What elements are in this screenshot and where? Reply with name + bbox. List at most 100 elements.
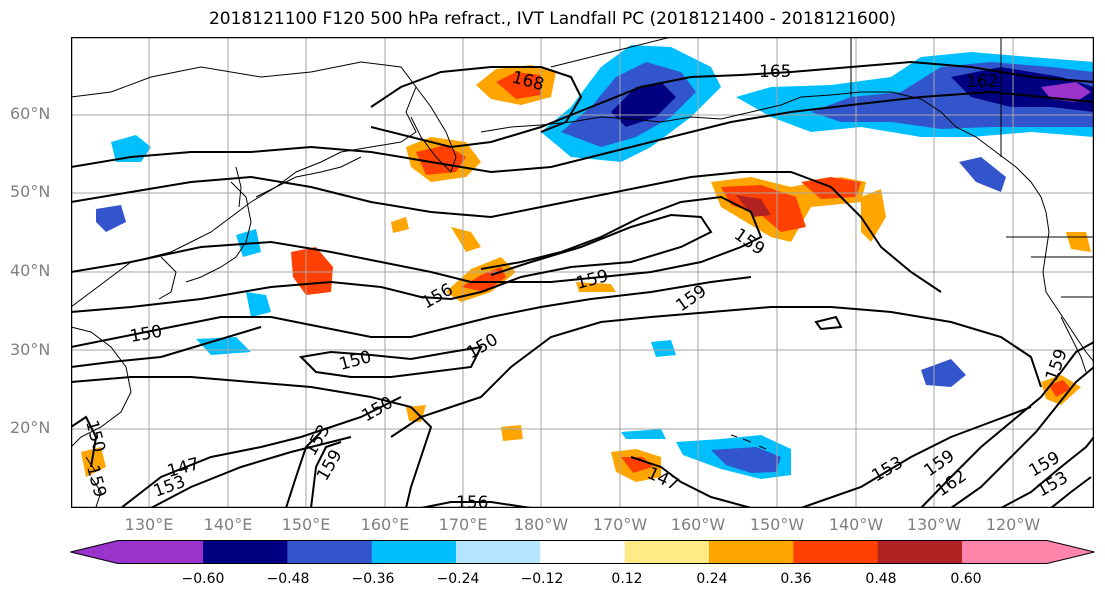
contour-147-south bbox=[630, 456, 752, 508]
positive-region-tropic-small bbox=[501, 425, 523, 441]
negative-region-subtropic-2 bbox=[651, 340, 676, 357]
colorbar-segment bbox=[371, 540, 457, 564]
positive-region-gulf-of-alaska-peak bbox=[736, 195, 771, 217]
lat-label-30n: 30°N bbox=[10, 340, 51, 359]
contour-150-south bbox=[71, 376, 433, 508]
colorbar-segment bbox=[793, 540, 879, 564]
coast-baja bbox=[1060, 316, 1087, 373]
lon-label-140e: 140°E bbox=[203, 515, 253, 534]
colorbar-extend-low bbox=[70, 540, 203, 564]
coast-china bbox=[71, 326, 132, 448]
positive-region-bering-core bbox=[496, 72, 541, 99]
contour-153-east bbox=[800, 406, 1032, 508]
colorbar-tick: 0.24 bbox=[696, 571, 728, 587]
colorbar-segment bbox=[709, 540, 794, 564]
contour-159-se bbox=[1000, 436, 1094, 508]
contour-label: 156 bbox=[456, 493, 488, 508]
contour-153-se bbox=[1050, 476, 1092, 508]
negative-region-east-subtropic-2 bbox=[621, 429, 666, 439]
map-panel: 168 165 162 159 159 159 156 150 150 150 … bbox=[71, 37, 1094, 508]
contour-150-sw bbox=[71, 415, 98, 468]
colorbar-tick: −0.12 bbox=[520, 571, 564, 587]
colorbar-segment bbox=[624, 540, 710, 564]
contour-153-south bbox=[150, 436, 352, 508]
positive-region-okhotsk-core bbox=[416, 145, 466, 175]
negative-region-east-subtropic bbox=[921, 359, 966, 387]
lat-label-50n: 50°N bbox=[10, 182, 51, 201]
lon-label-120w: 120°W bbox=[985, 515, 1041, 534]
colorbar-tick: −0.60 bbox=[181, 571, 225, 587]
contour-159-east bbox=[920, 341, 1094, 508]
colorbar-segment bbox=[456, 540, 541, 564]
colorbar-tick: 0.60 bbox=[950, 571, 982, 587]
contour-value-labels: 168 165 162 159 159 159 156 150 150 150 … bbox=[81, 62, 1072, 508]
lon-label-130w: 130°W bbox=[906, 515, 962, 534]
lon-label-150e: 150°E bbox=[281, 515, 331, 534]
positive-region-small-1 bbox=[576, 282, 616, 292]
colorbar-tick: 0.12 bbox=[611, 571, 643, 587]
lon-label-150w: 150°W bbox=[749, 515, 805, 534]
lon-label-170w: 170°W bbox=[592, 515, 648, 534]
positive-region-nw-pacific-ring bbox=[451, 227, 481, 252]
contour-162-east bbox=[950, 366, 1094, 508]
positive-region-mexico-core bbox=[1049, 380, 1071, 397]
contour-label: 165 bbox=[759, 62, 791, 82]
contour-153 bbox=[71, 276, 752, 348]
colorbar bbox=[70, 540, 1095, 564]
contour-150-closed bbox=[298, 345, 483, 378]
contour-147 bbox=[120, 396, 402, 508]
coast-japan bbox=[185, 181, 252, 283]
lon-label-140w: 140°W bbox=[828, 515, 884, 534]
coastlines bbox=[71, 37, 1094, 508]
contour-159-south bbox=[310, 441, 342, 508]
contour-150-west bbox=[71, 326, 262, 368]
map-frame bbox=[71, 37, 1094, 508]
contour-label: 162 bbox=[966, 72, 998, 92]
contour-153-sw bbox=[285, 431, 322, 508]
positive-region-west-tropic bbox=[81, 447, 106, 477]
negative-region-hawaii-core bbox=[711, 447, 781, 473]
lon-label-160e: 160°E bbox=[360, 515, 410, 534]
contour-small-loop bbox=[814, 315, 843, 331]
map-title: 2018121100 F120 500 hPa refract., IVT La… bbox=[208, 9, 896, 29]
positive-region-ne-pacific bbox=[861, 189, 886, 242]
lon-label-180w: 180°W bbox=[513, 515, 569, 534]
lat-label-60n: 60°N bbox=[10, 104, 51, 123]
lon-label-170e: 170°E bbox=[438, 515, 488, 534]
graticule bbox=[71, 37, 1094, 508]
coast-hawaii bbox=[730, 434, 767, 450]
colorbar-tick: −0.48 bbox=[266, 571, 310, 587]
coast-korea bbox=[158, 256, 177, 300]
contour-156 bbox=[71, 213, 713, 313]
contour-159-north bbox=[71, 171, 942, 293]
lat-label-20n: 20°N bbox=[10, 418, 51, 437]
contour-156-south bbox=[420, 501, 532, 508]
colorbar-segment bbox=[877, 540, 963, 564]
lon-label-160w: 160°W bbox=[670, 515, 726, 534]
lon-label-130e: 130°E bbox=[124, 515, 174, 534]
colorbar-tick: −0.24 bbox=[436, 571, 480, 587]
coast-kuril-chain bbox=[255, 156, 362, 198]
colorbar-segment bbox=[540, 540, 626, 564]
negative-region-kuril bbox=[246, 292, 271, 317]
contour-159-jet bbox=[71, 195, 763, 283]
colorbar-tick: −0.36 bbox=[351, 571, 395, 587]
coast-sakhalin bbox=[235, 166, 242, 208]
colorbar-segment bbox=[287, 540, 373, 564]
contour-165 bbox=[370, 60, 1094, 149]
colorbar-extend-high bbox=[962, 540, 1095, 564]
colorbar-tick: 0.48 bbox=[865, 571, 897, 587]
positive-region-small-2 bbox=[391, 217, 409, 233]
contour-168 bbox=[370, 66, 583, 133]
colorbar-outline bbox=[70, 540, 1095, 564]
contour-150-central bbox=[390, 306, 1042, 438]
contour-lines bbox=[71, 60, 1094, 508]
coast-aleutians bbox=[480, 116, 722, 133]
colorbar-segment bbox=[203, 540, 288, 564]
coast-alaska bbox=[550, 37, 1047, 213]
negative-region-alaska-peak bbox=[1041, 82, 1091, 102]
contour-162 bbox=[71, 90, 1094, 174]
coast-na-west bbox=[1042, 211, 1094, 363]
colorbar-tick: 0.36 bbox=[780, 571, 812, 587]
lat-label-40n: 40°N bbox=[10, 261, 51, 280]
